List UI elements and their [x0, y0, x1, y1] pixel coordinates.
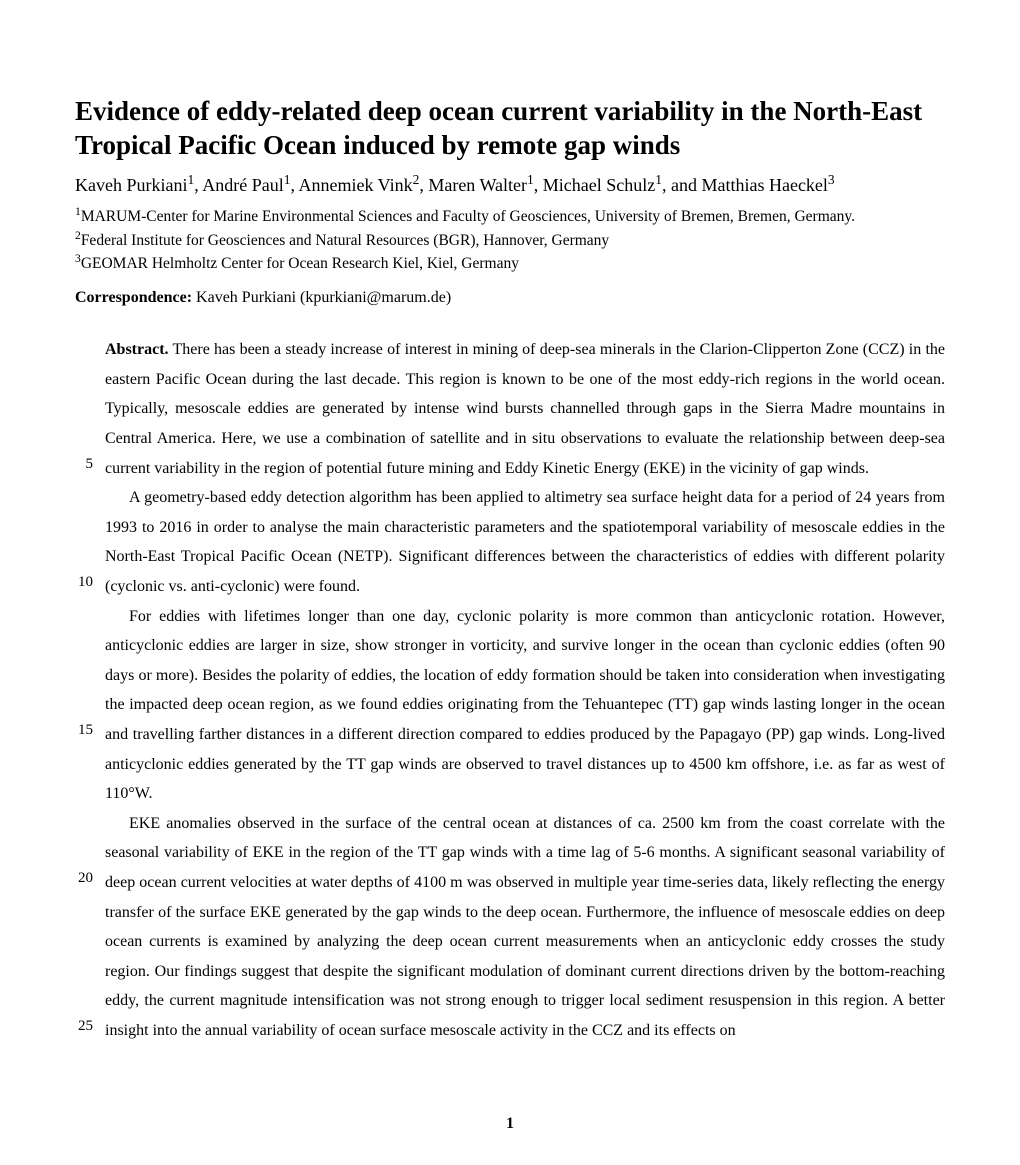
correspondence-label: Correspondence: [75, 289, 192, 306]
abstract-text: There has been a steady increase of inte… [105, 341, 945, 476]
line-number: 5 [69, 456, 93, 473]
affiliation: 3GEOMAR Helmholtz Center for Ocean Resea… [75, 251, 945, 275]
line-number: 20 [69, 870, 93, 887]
page-number: 1 [0, 1115, 1020, 1133]
affiliation: 2Federal Institute for Geosciences and N… [75, 228, 945, 252]
affiliation: 1MARUM-Center for Marine Environmental S… [75, 204, 945, 228]
abstract-paragraph: For eddies with lifetimes longer than on… [105, 602, 945, 809]
abstract-paragraph: A geometry-based eddy detection algorith… [105, 483, 945, 601]
correspondence-text: Kaveh Purkiani (kpurkiani@marum.de) [196, 289, 451, 306]
correspondence: Correspondence: Kaveh Purkiani (kpurkian… [75, 289, 945, 307]
abstract-paragraph: Abstract. There has been a steady increa… [105, 335, 945, 483]
paper-title: Evidence of eddy-related deep ocean curr… [75, 95, 945, 163]
affiliations-block: 1MARUM-Center for Marine Environmental S… [75, 204, 945, 276]
author-list: Kaveh Purkiani1, André Paul1, Annemiek V… [75, 171, 945, 198]
line-number: 15 [69, 722, 93, 739]
paper-page: Evidence of eddy-related deep ocean curr… [0, 0, 1020, 1165]
line-number: 25 [69, 1018, 93, 1035]
abstract-body: Abstract. There has been a steady increa… [75, 335, 945, 1045]
abstract-label: Abstract. [105, 341, 169, 358]
line-number: 10 [69, 574, 93, 591]
abstract-paragraph: EKE anomalies observed in the surface of… [105, 809, 945, 1046]
